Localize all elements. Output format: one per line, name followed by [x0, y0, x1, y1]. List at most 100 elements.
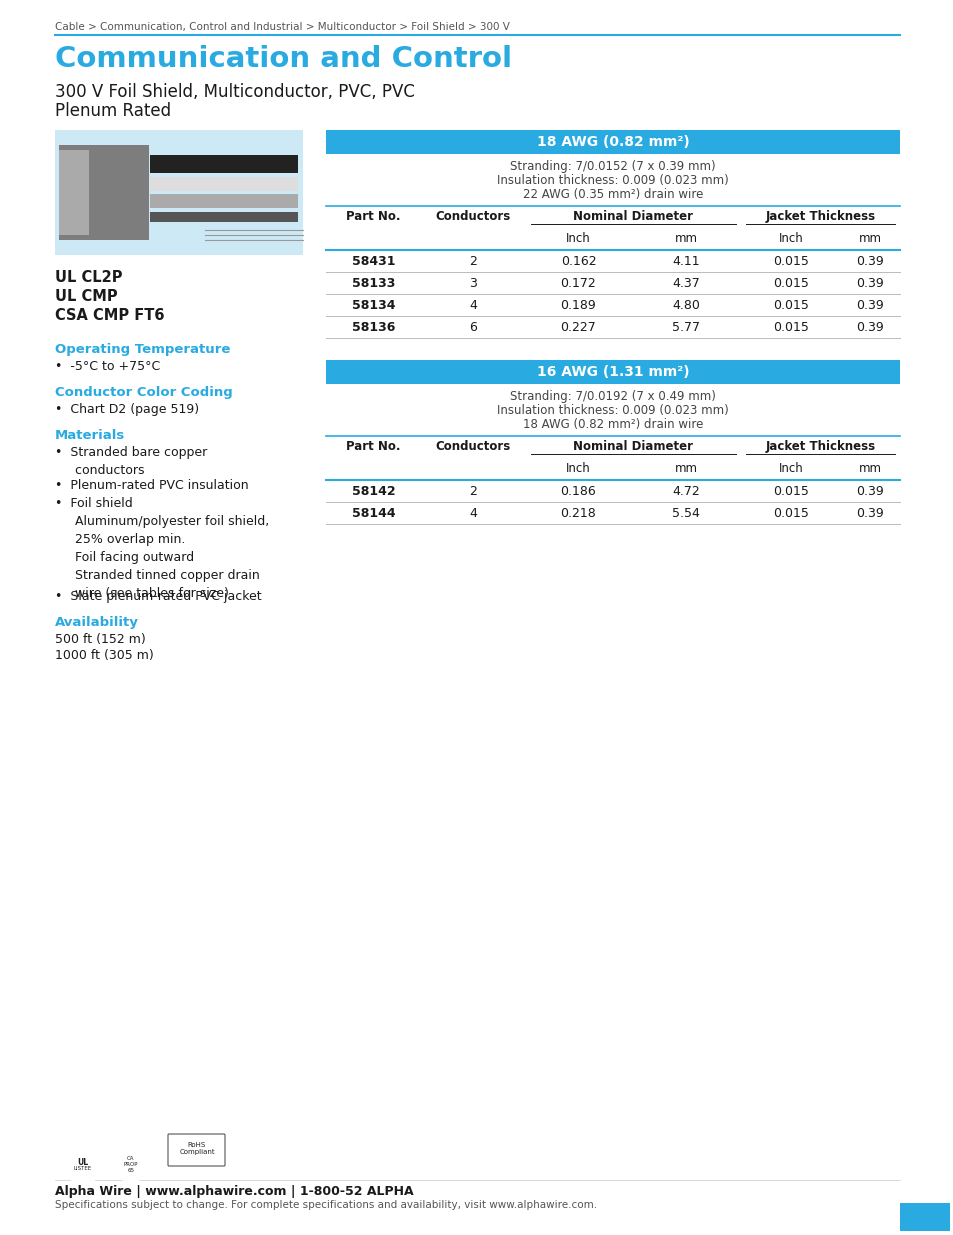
Text: Inch: Inch [565, 232, 590, 245]
Text: 58144: 58144 [352, 508, 395, 520]
Text: UL CMP: UL CMP [55, 289, 117, 304]
Text: 4.37: 4.37 [672, 277, 700, 290]
Bar [59, 144, 149, 240]
Text: Specifications subject to change. For complete specifications and availability, : Specifications subject to change. For co… [55, 1200, 597, 1210]
Text: 0.015: 0.015 [772, 254, 808, 268]
Text: 4.11: 4.11 [672, 254, 700, 268]
Bar [59, 144, 149, 240]
Circle shape [65, 1149, 101, 1184]
Text: 0.015: 0.015 [772, 485, 808, 498]
Circle shape [115, 1150, 147, 1182]
Text: Alpha Wire | www.alphawire.com | 1-800-52 ALPHA: Alpha Wire | www.alphawire.com | 1-800-5… [55, 1186, 414, 1198]
Text: •  Foil shield
     Aluminum/polyester foil shield,
     25% overlap min.
     F: • Foil shield Aluminum/polyester foil sh… [55, 496, 269, 600]
Text: Jacket Thickness: Jacket Thickness [764, 210, 875, 224]
Text: 0.227: 0.227 [560, 321, 596, 333]
Text: 0.186: 0.186 [560, 485, 596, 498]
Text: 5.77: 5.77 [671, 321, 700, 333]
Text: UL: UL [77, 1158, 89, 1167]
Text: Stranding: 7/0.0192 (7 x 0.49 mm): Stranding: 7/0.0192 (7 x 0.49 mm) [510, 390, 715, 403]
Text: Conductors: Conductors [436, 210, 511, 224]
Bar [326, 130, 899, 154]
Bar [899, 1203, 949, 1231]
Text: •  -5°C to +75°C: • -5°C to +75°C [55, 359, 160, 373]
Text: 0.015: 0.015 [772, 508, 808, 520]
Text: •  Plenum-rated PVC insulation: • Plenum-rated PVC insulation [55, 479, 249, 492]
Text: 4.72: 4.72 [672, 485, 700, 498]
Text: Stranding: 7/0.0152 (7 x 0.39 mm): Stranding: 7/0.0152 (7 x 0.39 mm) [510, 161, 715, 173]
Text: 0.39: 0.39 [856, 277, 883, 290]
Text: UL CL2P: UL CL2P [55, 270, 122, 285]
FancyBboxPatch shape [168, 1134, 225, 1166]
Text: 0.39: 0.39 [856, 508, 883, 520]
Text: 0.189: 0.189 [560, 299, 596, 312]
Text: •  Chart D2 (page 519): • Chart D2 (page 519) [55, 403, 199, 416]
Text: Nominal Diameter: Nominal Diameter [573, 440, 693, 453]
Text: 4: 4 [469, 299, 476, 312]
Text: 58136: 58136 [352, 321, 395, 333]
Text: 4: 4 [469, 508, 476, 520]
Bar [150, 212, 297, 222]
Text: 3: 3 [469, 277, 476, 290]
Text: 6: 6 [469, 321, 476, 333]
Text: 0.39: 0.39 [856, 321, 883, 333]
Text: RoHS
Compliant: RoHS Compliant [179, 1142, 214, 1155]
Text: 0.015: 0.015 [772, 299, 808, 312]
Text: 58133: 58133 [352, 277, 395, 290]
Text: Nominal Diameter: Nominal Diameter [573, 210, 693, 224]
Text: CA
PROP
65: CA PROP 65 [124, 1156, 138, 1172]
Text: mm: mm [858, 462, 882, 475]
Text: 18 AWG (0.82 mm²) drain wire: 18 AWG (0.82 mm²) drain wire [522, 417, 702, 431]
Text: mm: mm [674, 232, 697, 245]
Text: 300 V Foil Shield, Multiconductor, PVC, PVC: 300 V Foil Shield, Multiconductor, PVC, … [55, 83, 415, 101]
Text: Jacket Thickness: Jacket Thickness [764, 440, 875, 453]
Text: 2: 2 [469, 254, 476, 268]
Text: 0.39: 0.39 [856, 299, 883, 312]
Bar [326, 359, 899, 384]
Text: Inch: Inch [778, 462, 802, 475]
Text: Part No.: Part No. [346, 440, 400, 453]
Text: 18 AWG (0.82 mm²): 18 AWG (0.82 mm²) [536, 135, 689, 149]
Text: Insulation thickness: 0.009 (0.023 mm): Insulation thickness: 0.009 (0.023 mm) [497, 404, 728, 417]
Text: mm: mm [858, 232, 882, 245]
Text: Conductor Color Coding: Conductor Color Coding [55, 387, 233, 399]
Text: 0.015: 0.015 [772, 321, 808, 333]
Bar [59, 149, 89, 235]
Text: •  Slate plenum-rated PVC jacket: • Slate plenum-rated PVC jacket [55, 590, 261, 603]
Text: Availability: Availability [55, 616, 139, 629]
Text: 4.80: 4.80 [671, 299, 700, 312]
Bar [150, 177, 297, 191]
Text: 0.015: 0.015 [772, 277, 808, 290]
Bar [150, 156, 297, 173]
Text: Plenum Rated: Plenum Rated [55, 103, 171, 120]
Text: 0.172: 0.172 [560, 277, 596, 290]
Text: 58134: 58134 [352, 299, 395, 312]
Text: Inch: Inch [565, 462, 590, 475]
Text: 2: 2 [469, 485, 476, 498]
Text: 0.162: 0.162 [560, 254, 596, 268]
Text: 58142: 58142 [352, 485, 395, 498]
Text: Operating Temperature: Operating Temperature [55, 343, 230, 356]
Text: Part No.: Part No. [346, 210, 400, 224]
Bar [55, 130, 303, 254]
Text: Communication and Control: Communication and Control [55, 44, 512, 73]
Bar [150, 194, 297, 207]
Text: LISTEE: LISTEE [74, 1166, 92, 1171]
Text: •  Stranded bare copper
     conductors: • Stranded bare copper conductors [55, 446, 207, 477]
Text: Conductors: Conductors [436, 440, 511, 453]
Text: 22 AWG (0.35 mm²) drain wire: 22 AWG (0.35 mm²) drain wire [522, 188, 702, 201]
Text: 0.218: 0.218 [560, 508, 596, 520]
Text: 1000 ft (305 m): 1000 ft (305 m) [55, 650, 153, 662]
Text: Inch: Inch [778, 232, 802, 245]
Text: Insulation thickness: 0.009 (0.023 mm): Insulation thickness: 0.009 (0.023 mm) [497, 174, 728, 186]
Bar [169, 1135, 224, 1165]
Text: 58431: 58431 [352, 254, 395, 268]
Text: 5.54: 5.54 [671, 508, 700, 520]
Text: Materials: Materials [55, 429, 125, 442]
Text: 500 ft (152 m): 500 ft (152 m) [55, 634, 146, 646]
Text: mm: mm [674, 462, 697, 475]
Text: 0.39: 0.39 [856, 254, 883, 268]
Text: 0.39: 0.39 [856, 485, 883, 498]
Text: 16 AWG (1.31 mm²): 16 AWG (1.31 mm²) [537, 366, 689, 379]
Text: CSA CMP FT6: CSA CMP FT6 [55, 308, 164, 324]
Text: Cable > Communication, Control and Industrial > Multiconductor > Foil Shield > 3: Cable > Communication, Control and Indus… [55, 22, 509, 32]
